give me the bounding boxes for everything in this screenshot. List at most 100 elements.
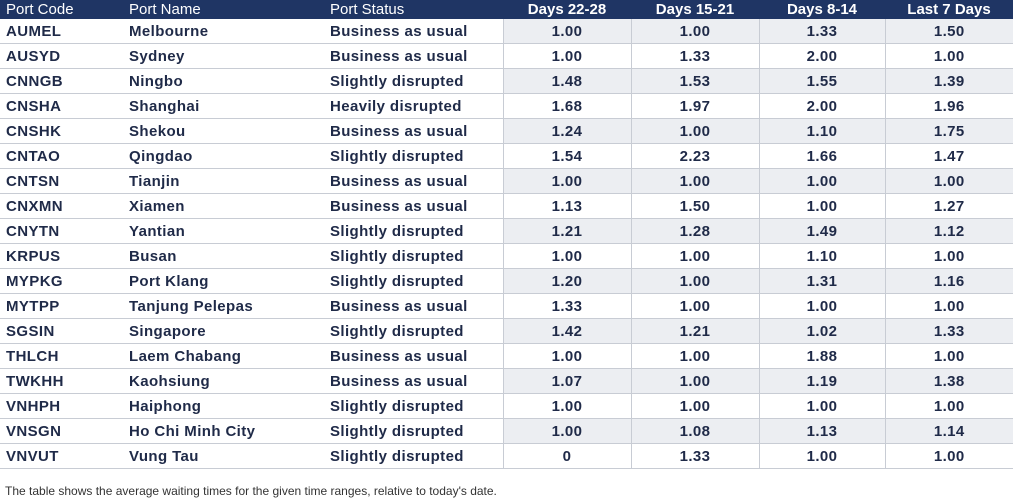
last-7-days-cell: 1.00 bbox=[884, 243, 1013, 269]
header-port-status[interactable]: Port Status bbox=[324, 0, 503, 19]
days-8-14-cell: 1.10 bbox=[758, 118, 885, 144]
port-code-cell: VNVUT bbox=[0, 443, 123, 469]
days-8-14-cell: 1.00 bbox=[758, 443, 885, 469]
days-8-14-cell: 1.55 bbox=[758, 68, 885, 94]
days-22-28-cell: 1.68 bbox=[502, 93, 631, 119]
days-15-21-cell: 1.50 bbox=[630, 193, 759, 219]
days-15-21-cell: 1.33 bbox=[630, 43, 759, 69]
port-name-cell: Shekou bbox=[123, 118, 324, 144]
last-7-days-cell: 1.00 bbox=[884, 168, 1013, 194]
last-7-days-cell: 1.00 bbox=[884, 393, 1013, 419]
port-name-cell: Ho Chi Minh City bbox=[123, 418, 324, 444]
days-8-14-cell: 1.00 bbox=[758, 193, 885, 219]
table-footnote: The table shows the average waiting time… bbox=[5, 484, 497, 498]
port-status-cell: Slightly disrupted bbox=[324, 243, 503, 269]
header-days-22-28[interactable]: Days 22-28 bbox=[503, 0, 631, 19]
port-status-cell: Slightly disrupted bbox=[324, 318, 503, 344]
port-name-cell: Yantian bbox=[123, 218, 324, 244]
port-name-cell: Melbourne bbox=[123, 19, 324, 44]
days-22-28-cell: 1.21 bbox=[502, 218, 631, 244]
days-22-28-cell: 1.20 bbox=[502, 268, 631, 294]
port-code-cell: SGSIN bbox=[0, 318, 123, 344]
days-22-28-cell: 1.07 bbox=[502, 368, 631, 394]
last-7-days-cell: 1.14 bbox=[884, 418, 1013, 444]
port-code-cell: CNSHA bbox=[0, 93, 123, 119]
days-8-14-cell: 1.66 bbox=[758, 143, 885, 169]
days-15-21-cell: 1.28 bbox=[630, 218, 759, 244]
last-7-days-cell: 1.38 bbox=[884, 368, 1013, 394]
days-15-21-cell: 1.08 bbox=[630, 418, 759, 444]
days-22-28-cell: 1.54 bbox=[502, 143, 631, 169]
table-row: VNSGN Ho Chi Minh City Slightly disrupted 1… bbox=[0, 418, 1013, 444]
table-row: CNXMN Xiamen Business as usual 1.13 1.50 1.00… bbox=[0, 193, 1013, 219]
days-15-21-cell: 1.00 bbox=[630, 118, 759, 144]
days-15-21-cell: 2.23 bbox=[630, 143, 759, 169]
days-8-14-cell: 1.10 bbox=[758, 243, 885, 269]
days-8-14-cell: 1.13 bbox=[758, 418, 885, 444]
last-7-days-cell: 1.39 bbox=[884, 68, 1013, 94]
days-15-21-cell: 1.00 bbox=[630, 268, 759, 294]
days-15-21-cell: 1.00 bbox=[630, 343, 759, 369]
port-name-cell: Haiphong bbox=[123, 393, 324, 419]
header-days-15-21[interactable]: Days 15-21 bbox=[631, 0, 759, 19]
port-status-cell: Business as usual bbox=[324, 168, 503, 194]
port-name-cell: Shanghai bbox=[123, 93, 324, 119]
port-name-cell: Vung Tau bbox=[123, 443, 324, 469]
table-body: AUMEL Melbourne Business as usual 1.00 1.00 1… bbox=[0, 19, 1013, 469]
last-7-days-cell: 1.00 bbox=[884, 443, 1013, 469]
last-7-days-cell: 1.00 bbox=[884, 293, 1013, 319]
table-row: MYPKG Port Klang Slightly disrupted 1.20 1.0… bbox=[0, 268, 1013, 294]
port-name-cell: Sydney bbox=[123, 43, 324, 69]
port-status-cell: Slightly disrupted bbox=[324, 393, 503, 419]
days-15-21-cell: 1.33 bbox=[630, 443, 759, 469]
days-8-14-cell: 1.88 bbox=[758, 343, 885, 369]
table-row: CNSHK Shekou Business as usual 1.24 1.00 1.10… bbox=[0, 118, 1013, 144]
header-last-7-days[interactable]: Last 7 Days bbox=[885, 0, 1013, 19]
days-22-28-cell: 1.00 bbox=[502, 43, 631, 69]
last-7-days-cell: 1.00 bbox=[884, 343, 1013, 369]
port-code-cell: CNYTN bbox=[0, 218, 123, 244]
port-name-cell: Qingdao bbox=[123, 143, 324, 169]
days-15-21-cell: 1.00 bbox=[630, 368, 759, 394]
table-row: AUMEL Melbourne Business as usual 1.00 1.00 1… bbox=[0, 19, 1013, 44]
days-22-28-cell: 1.13 bbox=[502, 193, 631, 219]
port-name-cell: Laem Chabang bbox=[123, 343, 324, 369]
port-code-cell: MYTPP bbox=[0, 293, 123, 319]
table-row: CNTSN Tianjin Business as usual 1.00 1.00 1.0… bbox=[0, 168, 1013, 194]
port-code-cell: AUSYD bbox=[0, 43, 123, 69]
days-15-21-cell: 1.00 bbox=[630, 19, 759, 44]
port-status-cell: Business as usual bbox=[324, 293, 503, 319]
port-status-cell: Business as usual bbox=[324, 343, 503, 369]
port-code-cell: CNNGB bbox=[0, 68, 123, 94]
port-code-cell: CNTAO bbox=[0, 143, 123, 169]
table-row: CNSHA Shanghai Heavily disrupted 1.68 1.97 2.… bbox=[0, 93, 1013, 119]
last-7-days-cell: 1.16 bbox=[884, 268, 1013, 294]
port-code-cell: MYPKG bbox=[0, 268, 123, 294]
last-7-days-cell: 1.47 bbox=[884, 143, 1013, 169]
days-15-21-cell: 1.00 bbox=[630, 293, 759, 319]
last-7-days-cell: 1.50 bbox=[884, 19, 1013, 44]
days-8-14-cell: 1.31 bbox=[758, 268, 885, 294]
port-code-cell: VNSGN bbox=[0, 418, 123, 444]
last-7-days-cell: 1.00 bbox=[884, 43, 1013, 69]
table-row: MYTPP Tanjung Pelepas Business as usual 1.3… bbox=[0, 293, 1013, 319]
days-22-28-cell: 1.00 bbox=[502, 243, 631, 269]
days-8-14-cell: 1.02 bbox=[758, 318, 885, 344]
port-status-cell: Slightly disrupted bbox=[324, 68, 503, 94]
port-name-cell: Busan bbox=[123, 243, 324, 269]
header-port-code[interactable]: Port Code bbox=[0, 0, 123, 19]
days-8-14-cell: 1.00 bbox=[758, 393, 885, 419]
port-name-cell: Kaohsiung bbox=[123, 368, 324, 394]
header-port-name[interactable]: Port Name bbox=[123, 0, 324, 19]
port-name-cell: Tianjin bbox=[123, 168, 324, 194]
port-name-cell: Port Klang bbox=[123, 268, 324, 294]
port-status-cell: Business as usual bbox=[324, 43, 503, 69]
port-code-cell: CNTSN bbox=[0, 168, 123, 194]
last-7-days-cell: 1.96 bbox=[884, 93, 1013, 119]
last-7-days-cell: 1.27 bbox=[884, 193, 1013, 219]
table-row: CNYTN Yantian Slightly disrupted 1.21 1.28 1.… bbox=[0, 218, 1013, 244]
days-15-21-cell: 1.97 bbox=[630, 93, 759, 119]
table-row: CNNGB Ningbo Slightly disrupted 1.48 1.53 1.5… bbox=[0, 68, 1013, 94]
port-code-cell: AUMEL bbox=[0, 19, 123, 44]
header-days-8-14[interactable]: Days 8-14 bbox=[759, 0, 885, 19]
